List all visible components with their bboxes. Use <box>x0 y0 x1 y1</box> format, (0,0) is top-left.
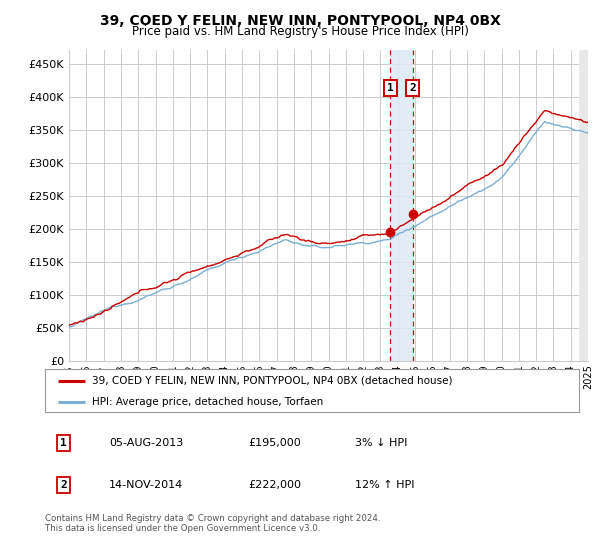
Text: Price paid vs. HM Land Registry's House Price Index (HPI): Price paid vs. HM Land Registry's House … <box>131 25 469 38</box>
Text: 3% ↓ HPI: 3% ↓ HPI <box>355 438 407 448</box>
Text: 2: 2 <box>61 480 67 490</box>
Text: HPI: Average price, detached house, Torfaen: HPI: Average price, detached house, Torf… <box>92 397 323 407</box>
Text: £222,000: £222,000 <box>248 480 301 490</box>
Text: 2: 2 <box>409 83 416 93</box>
Text: 14-NOV-2014: 14-NOV-2014 <box>109 480 184 490</box>
Text: £195,000: £195,000 <box>248 438 301 448</box>
Text: Contains HM Land Registry data © Crown copyright and database right 2024.: Contains HM Land Registry data © Crown c… <box>45 514 380 523</box>
Text: 39, COED Y FELIN, NEW INN, PONTYPOOL, NP4 0BX: 39, COED Y FELIN, NEW INN, PONTYPOOL, NP… <box>100 14 500 28</box>
Text: 05-AUG-2013: 05-AUG-2013 <box>109 438 184 448</box>
Text: 1: 1 <box>61 438 67 448</box>
Text: 12% ↑ HPI: 12% ↑ HPI <box>355 480 414 490</box>
Bar <box>580 50 588 361</box>
Text: This data is licensed under the Open Government Licence v3.0.: This data is licensed under the Open Gov… <box>45 524 320 533</box>
Bar <box>391 50 413 361</box>
Text: 39, COED Y FELIN, NEW INN, PONTYPOOL, NP4 0BX (detached house): 39, COED Y FELIN, NEW INN, PONTYPOOL, NP… <box>92 376 452 385</box>
Text: 1: 1 <box>387 83 394 93</box>
